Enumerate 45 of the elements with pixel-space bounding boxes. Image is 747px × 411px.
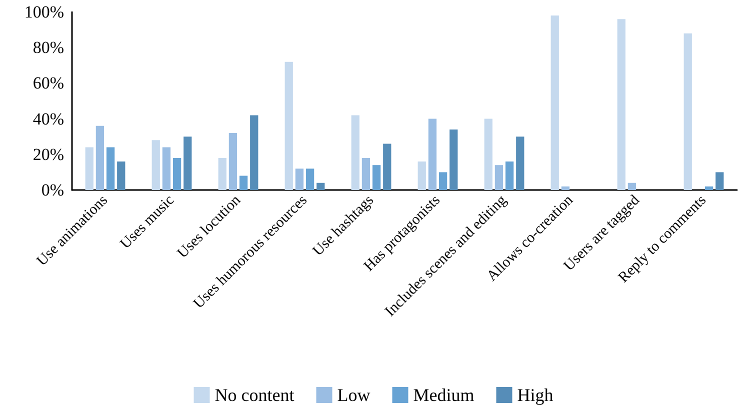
bar	[284, 62, 293, 190]
bar	[484, 118, 492, 190]
bar	[438, 172, 448, 190]
y-tick-label: 0%	[41, 180, 64, 200]
bar	[628, 182, 636, 190]
legend-label: Medium	[413, 385, 474, 405]
bar	[428, 118, 437, 190]
bar	[716, 172, 724, 190]
bar	[684, 33, 692, 190]
legend-label: High	[517, 385, 554, 405]
bar	[617, 19, 626, 190]
y-tick-label: 60%	[32, 74, 64, 93]
bar	[172, 158, 182, 190]
bar	[184, 136, 192, 190]
bar	[306, 168, 314, 190]
bar	[505, 162, 514, 190]
bar	[418, 162, 426, 190]
bar	[85, 147, 94, 190]
bar	[561, 186, 570, 190]
y-tick-label: 20%	[32, 144, 64, 164]
bar	[250, 115, 258, 190]
legend-label: No content	[214, 385, 294, 405]
bar	[239, 176, 248, 190]
y-tick-label: 40%	[32, 109, 64, 128]
bar	[362, 158, 370, 190]
bar	[96, 126, 104, 190]
bar	[152, 140, 160, 190]
bar	[117, 162, 126, 190]
bar	[516, 136, 524, 190]
y-tick-label: 100%	[24, 2, 64, 22]
bar	[106, 147, 115, 190]
bar	[218, 158, 226, 190]
bar	[704, 186, 714, 190]
bar	[450, 129, 458, 190]
bar	[372, 165, 381, 190]
bar	[351, 115, 360, 190]
bar	[494, 165, 504, 190]
bar	[550, 16, 559, 190]
y-tick-label: 80%	[32, 38, 64, 58]
bar	[316, 182, 325, 190]
bar	[162, 147, 171, 190]
legend-label: Low	[337, 385, 370, 405]
bar	[295, 168, 304, 190]
bar	[228, 133, 238, 190]
bar	[383, 144, 392, 190]
